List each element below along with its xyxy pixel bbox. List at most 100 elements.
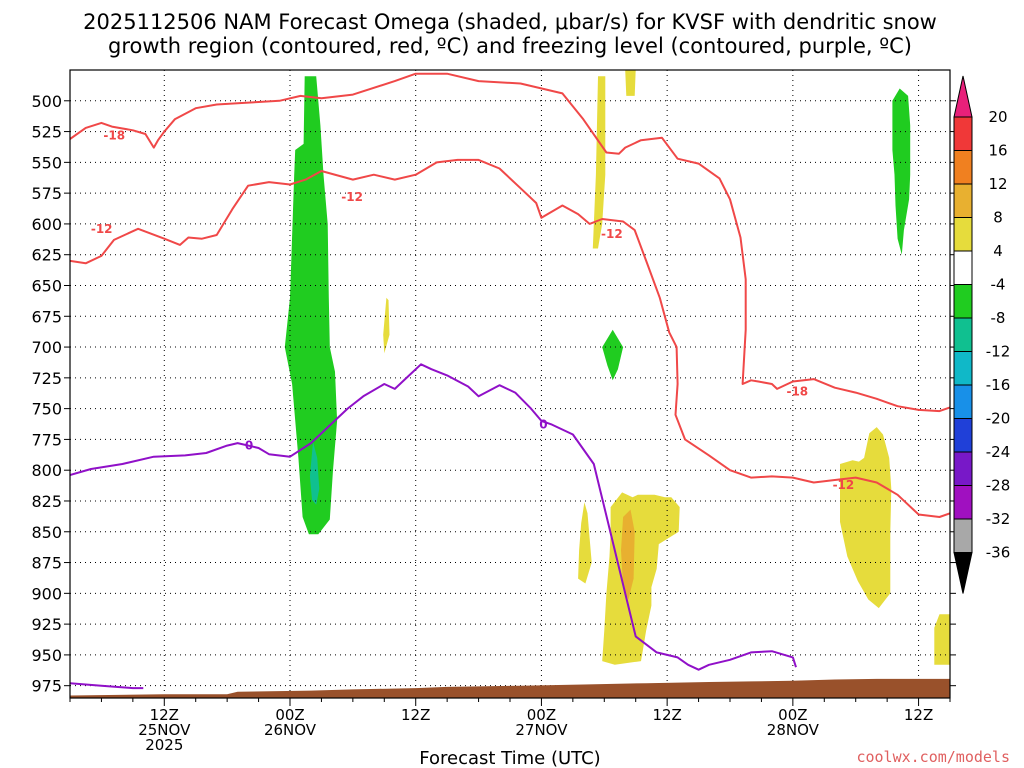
contour-label-extra-2: -18	[786, 384, 808, 398]
contour-label-extra-3: -12	[833, 478, 855, 492]
colorbar-bin-12	[953, 518, 973, 553]
x-tick-label-0-0: 12Z	[150, 706, 179, 724]
x-tick-label-3-0: 00Z	[527, 706, 556, 724]
y-tick-label-800: 800	[31, 461, 62, 480]
terrain-fill	[70, 678, 950, 698]
omega-region-2	[602, 329, 624, 381]
red-contour-label-1: -12	[91, 222, 113, 236]
y-tick-label-675: 675	[31, 307, 62, 326]
y-tick-label-950: 950	[31, 646, 62, 665]
omega-region-10	[840, 427, 892, 609]
red-contour-1	[70, 158, 950, 518]
omega-region-1	[309, 441, 320, 505]
contour-lines	[70, 72, 950, 690]
colorbar-bin-1	[953, 150, 973, 185]
y-tick-label-525: 525	[31, 123, 62, 142]
contour-label-extra-1: -12	[601, 227, 623, 241]
purple-contour-0	[70, 363, 797, 671]
y-tick-label-775: 775	[31, 430, 62, 449]
colorbar-label-4: 4	[993, 242, 1003, 260]
x-tick-label-2-0: 12Z	[401, 706, 430, 724]
colorbar-label--28: -28	[986, 477, 1011, 495]
colorbar-bin-11	[953, 485, 973, 520]
omega-region-8	[602, 492, 680, 665]
omega-region-9	[621, 509, 635, 600]
colorbar-label-12: 12	[988, 175, 1007, 193]
colorbar-label--16: -16	[986, 376, 1011, 394]
omega-region-5	[625, 70, 636, 96]
y-tick-label-875: 875	[31, 554, 62, 573]
colorbar-bottom-arrow	[953, 552, 973, 594]
omega-region-6	[383, 297, 390, 354]
y-tick-label-975: 975	[31, 677, 62, 696]
colorbar-label--8: -8	[991, 309, 1006, 327]
omega-region-0	[284, 76, 338, 535]
colorbar-bin-8	[953, 384, 973, 419]
x-tick-label-6-0: 12Z	[904, 706, 933, 724]
y-tick-label-550: 550	[31, 153, 62, 172]
x-tick-label-1-0: 00Z	[275, 706, 304, 724]
y-tick-label-575: 575	[31, 184, 62, 203]
red-contour-label-0: -18	[103, 128, 125, 142]
y-axis-pressure-ticks: 500 525 550 575 600 625 650 675 700 725 750 775 800 8…	[31, 92, 956, 696]
x-tick-label-4-0: 12Z	[652, 706, 681, 724]
plot-area	[70, 70, 950, 698]
colorbar-bin-3	[953, 217, 973, 252]
y-tick-label-600: 600	[31, 215, 62, 234]
colorbar-bin-2	[953, 183, 973, 218]
colorbar-label-8: 8	[993, 209, 1003, 227]
colorbar-bin-10	[953, 451, 973, 486]
chart-title-line-2: growth region (contoured, red, ºC) and f…	[108, 34, 912, 58]
purple-contour-label-0: 0	[245, 439, 253, 453]
plot-frame	[69, 69, 951, 699]
colorbar-label--32: -32	[986, 510, 1011, 528]
dotted-grid	[70, 70, 950, 698]
y-tick-label-750: 750	[31, 400, 62, 419]
colorbar-label--24: -24	[986, 443, 1011, 461]
y-tick-label-900: 900	[31, 584, 62, 603]
colorbar-label--36: -36	[986, 544, 1011, 562]
y-tick-label-725: 725	[31, 369, 62, 388]
omega-region-4	[592, 76, 606, 249]
omega-region-11	[934, 614, 950, 665]
x-tick-label-0-2: 2025	[145, 736, 183, 754]
colorbar-top-arrow	[953, 75, 973, 118]
contour-labels: -18 -12 0 -12 -12 -18 -12 0	[91, 128, 854, 492]
x-tick-label-3-1: 27NOV	[515, 721, 568, 739]
y-tick-label-925: 925	[31, 615, 62, 634]
y-tick-label-700: 700	[31, 338, 62, 357]
colorbar-bin-4	[953, 250, 973, 285]
colorbar: 20 16 12 8 4 -4 -8 -12 -16 -20 -24 -28 -32 -36	[953, 75, 1011, 594]
purple-contour-1	[70, 682, 144, 690]
omega-region-3	[892, 88, 911, 255]
terrain-polygon	[70, 678, 950, 698]
colorbar-bin-5	[953, 284, 973, 319]
red-contour-0	[70, 72, 950, 413]
y-tick-label-825: 825	[31, 492, 62, 511]
colorbar-label--20: -20	[986, 410, 1011, 428]
contour-label-extra-4: 0	[539, 418, 547, 432]
colorbar-label--4: -4	[991, 276, 1006, 294]
x-tick-label-5-0: 00Z	[778, 706, 807, 724]
omega-region-7	[578, 502, 592, 584]
colorbar-label-16: 16	[988, 142, 1007, 160]
credit-text: coolwx.com/models	[856, 748, 1010, 766]
colorbar-bin-0	[953, 116, 973, 151]
x-tick-label-5-1: 28NOV	[767, 721, 820, 739]
colorbar-bin-7	[953, 351, 973, 386]
y-tick-label-650: 650	[31, 276, 62, 295]
x-tick-label-1-1: 26NOV	[264, 721, 317, 739]
y-tick-label-500: 500	[31, 92, 62, 111]
colorbar-bin-6	[953, 317, 973, 352]
contour-label-extra-0: -12	[341, 190, 363, 204]
colorbar-bin-9	[953, 418, 973, 453]
y-tick-label-850: 850	[31, 523, 62, 542]
chart-title-line-1: 2025112506 NAM Forecast Omega (shaded, μ…	[83, 10, 937, 34]
x-tick-label-0-1: 25NOV	[138, 721, 191, 739]
colorbar-label-20: 20	[988, 108, 1007, 126]
colorbar-label--12: -12	[986, 343, 1011, 361]
omega-shading	[284, 70, 950, 665]
y-tick-label-625: 625	[31, 246, 62, 265]
